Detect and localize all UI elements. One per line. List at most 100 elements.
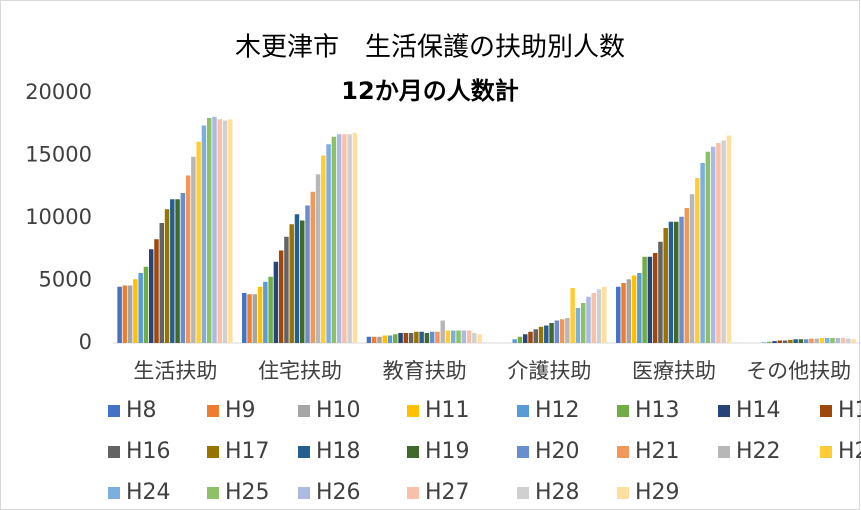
bar [461,330,467,343]
bar [689,194,695,343]
legend-swatch [207,487,219,499]
bar [366,336,372,343]
bar [700,163,705,343]
bar [300,220,305,343]
legend-swatch [517,405,529,417]
bar [217,119,222,343]
bar [652,253,658,343]
legend-label: H26 [316,480,361,505]
bar [127,285,133,343]
bar [180,193,186,343]
bar [347,134,352,343]
bar [793,339,798,343]
bar [424,333,430,343]
bar [835,338,841,343]
y-tick-label: 0 [79,330,92,354]
bar [721,140,726,343]
bar [466,330,472,343]
bar [185,175,191,343]
bar [803,339,809,343]
bar [782,340,788,343]
legend-swatch [407,446,419,458]
bar [533,329,539,343]
bar [674,221,679,343]
bar [451,330,456,343]
bar [538,326,544,343]
bar [591,293,596,343]
bar [814,338,819,343]
legend-swatch [298,446,310,458]
bar [522,334,528,343]
bar [117,286,122,343]
bar [777,340,783,343]
legend-swatch [617,487,629,499]
bar [767,341,772,343]
legend-swatch [108,446,120,458]
chart-subtitle: 12か月の人数計 [341,77,518,105]
bar [429,331,435,343]
legend-label: H25 [225,480,270,505]
x-tick-label: 医療扶助 [632,359,716,383]
legend-label: H15 [838,398,861,423]
bar [788,339,793,343]
bar [133,279,138,343]
x-tick-label: 介護扶助 [507,359,591,383]
legend-swatch [718,446,730,458]
bar [336,134,342,343]
legend-swatch [407,487,419,499]
bar [663,228,668,343]
bar [642,256,647,343]
bar [310,191,316,343]
bar [398,333,403,343]
bar [206,118,212,343]
bar [647,256,653,343]
legend-swatch [517,446,529,458]
bar [637,273,642,343]
legend-label: H17 [225,439,270,464]
legend-label: H20 [535,439,580,464]
bar [440,320,445,343]
y-tick-label: 20000 [25,80,92,104]
bar [164,209,170,343]
legend-swatch [407,405,419,417]
legend-label: H9 [225,398,256,423]
bar [710,146,716,343]
legend-swatch [207,405,219,417]
bar [382,335,387,343]
bar [138,273,143,343]
bar [268,276,273,343]
bar [342,134,347,343]
bar [586,296,591,343]
legend-label: H24 [126,480,171,505]
bar [175,199,180,343]
legend-swatch [207,446,219,458]
bar [191,156,196,343]
legend-label: H22 [736,439,781,464]
bar [419,331,424,343]
bar [559,319,565,343]
bar [148,249,154,343]
bar [528,331,533,343]
bar [352,133,358,343]
x-tick-label: 教育扶助 [383,359,467,383]
bar [570,288,575,343]
chart-title: 木更津市 生活保護の扶助別人数 [235,33,625,63]
legend-swatch [718,405,730,417]
bar [294,214,300,343]
bar [798,339,804,343]
bar [809,338,814,343]
legend-label: H27 [425,480,470,505]
bar [580,303,586,343]
bar [679,216,684,343]
legend-swatch [108,405,120,417]
bar [170,199,175,343]
bar [212,116,217,343]
bar [695,178,700,343]
bar [321,155,326,343]
legend-swatch [820,405,832,417]
bar [159,223,165,343]
bar [512,339,517,343]
bar [278,250,284,343]
legend-label: H18 [316,439,361,464]
